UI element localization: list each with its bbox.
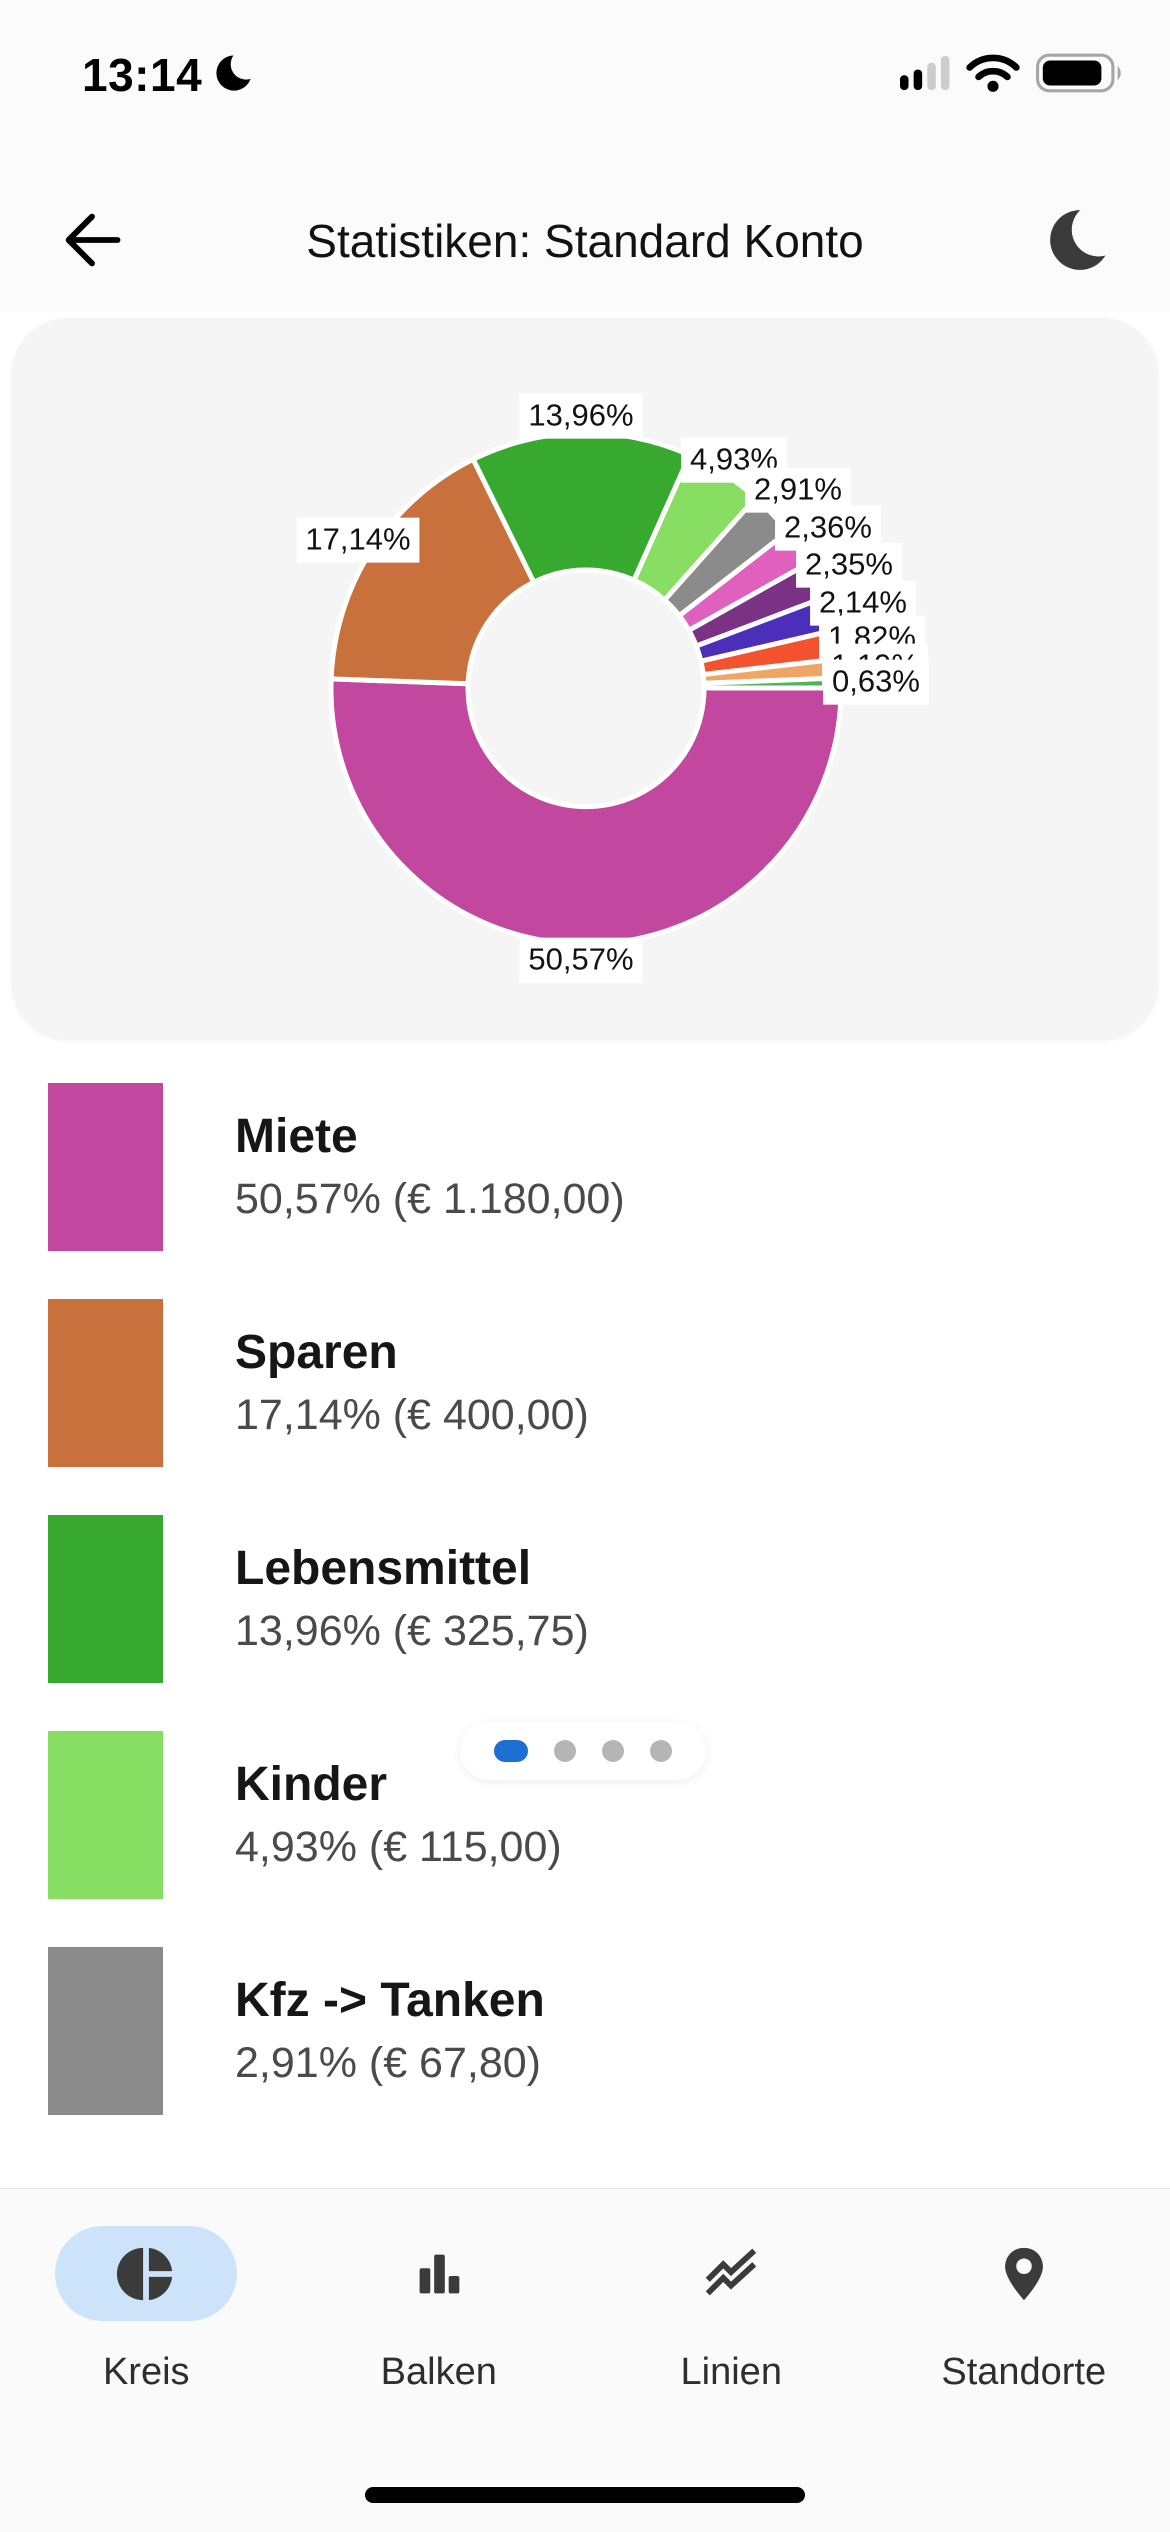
legend-percent-amount: 17,14% (€ 400,00) <box>235 1390 589 1439</box>
legend-percent-amount: 13,96% (€ 325,75) <box>235 1606 589 1655</box>
legend-list: Miete 50,57% (€ 1.180,00) Sparen 17,14% … <box>48 1083 1122 2163</box>
tab-label-linien: Linien <box>680 2351 782 2393</box>
legend-item: Miete 50,57% (€ 1.180,00) <box>48 1083 1122 1251</box>
dark-mode-toggle[interactable] <box>1042 202 1118 278</box>
slice-percent-label: 17,14% <box>296 517 420 563</box>
legend-color-swatch <box>48 1731 163 1899</box>
tab-kreis[interactable]: Kreis <box>0 2189 293 2532</box>
tab-active-pill <box>55 2226 238 2321</box>
legend-item: Sparen 17,14% (€ 400,00) <box>48 1299 1122 1467</box>
legend-category-name: Lebensmittel <box>235 1541 532 1595</box>
legend-percent-amount: 50,57% (€ 1.180,00) <box>235 1174 625 1223</box>
slice-percent-label: 0,63% <box>823 659 929 705</box>
chart-card: 50,57% 17,14% 13,96% 4,93% 2,91% 2,36% 2,35% 2,… <box>12 318 1158 1040</box>
cellular-signal-icon <box>900 55 950 96</box>
donut-slice-miete[interactable] <box>328 676 844 947</box>
home-indicator[interactable] <box>365 2487 805 2503</box>
tab-bar: Kreis Balken Linien <box>0 2188 1170 2532</box>
focus-moon-icon <box>212 48 262 100</box>
page-indicator[interactable] <box>460 1722 706 1780</box>
legend-category-name: Kfz -> Tanken <box>235 1973 545 2027</box>
moon-icon <box>1050 205 1115 270</box>
header: Statistiken: Standard Konto <box>0 170 1170 310</box>
map-pin-icon <box>1004 2247 1043 2300</box>
legend-item: Kinder 4,93% (€ 115,00) <box>48 1731 1122 1899</box>
tab-label-kreis: Kreis <box>102 2351 190 2393</box>
pie-chart-icon <box>117 2247 173 2300</box>
legend-category-name: Kinder <box>235 1757 388 1811</box>
legend-item: Kfz -> Tanken 2,91% (€ 67,80) <box>48 1947 1122 2115</box>
legend-color-swatch <box>48 1947 163 2115</box>
legend-color-swatch <box>48 1083 163 1251</box>
legend-color-swatch <box>48 1515 163 1683</box>
wifi-icon <box>966 53 1020 98</box>
chart-labels: 50,57% 17,14% 13,96% 4,93% 2,91% 2,36% 2,35% 2,… <box>12 318 1158 1040</box>
donut-slice-sparen[interactable] <box>328 455 538 687</box>
battery-icon <box>1036 52 1126 99</box>
legend-item: Lebensmittel 13,96% (€ 325,75) <box>48 1515 1122 1683</box>
status-bar: 13:14 <box>0 30 1170 120</box>
slice-percent-label: 2,91% <box>745 467 851 513</box>
legend-category-name: Sparen <box>235 1325 398 1379</box>
pager-dot-active[interactable] <box>494 1740 528 1762</box>
tab-label-balken: Balken <box>380 2351 497 2393</box>
pager-dot[interactable] <box>554 1740 576 1762</box>
legend-color-swatch <box>48 1299 163 1467</box>
tab-balken[interactable]: Balken <box>293 2189 586 2532</box>
slice-percent-label: 50,57% <box>519 937 643 983</box>
bar-chart-icon <box>419 2254 460 2293</box>
back-button[interactable] <box>56 204 128 276</box>
tab-label-standorte: Standorte <box>941 2351 1107 2393</box>
page-title: Statistiken: Standard Konto <box>306 215 864 267</box>
pager-dot[interactable] <box>602 1740 624 1762</box>
tab-standorte[interactable]: Standorte <box>878 2189 1170 2532</box>
pager-dot[interactable] <box>650 1740 672 1762</box>
top-background <box>0 0 1170 312</box>
donut-chart[interactable] <box>12 318 1158 1040</box>
slice-percent-label: 13,96% <box>519 393 643 439</box>
legend-percent-amount: 4,93% (€ 115,00) <box>235 1822 562 1871</box>
line-chart-icon <box>705 2248 757 2295</box>
legend-percent-amount: 2,91% (€ 67,80) <box>235 2038 541 2087</box>
tab-linien[interactable]: Linien <box>585 2189 878 2532</box>
status-time: 13:14 <box>82 49 203 101</box>
slice-percent-label: 2,35% <box>796 542 902 588</box>
legend-category-name: Miete <box>235 1109 358 1163</box>
